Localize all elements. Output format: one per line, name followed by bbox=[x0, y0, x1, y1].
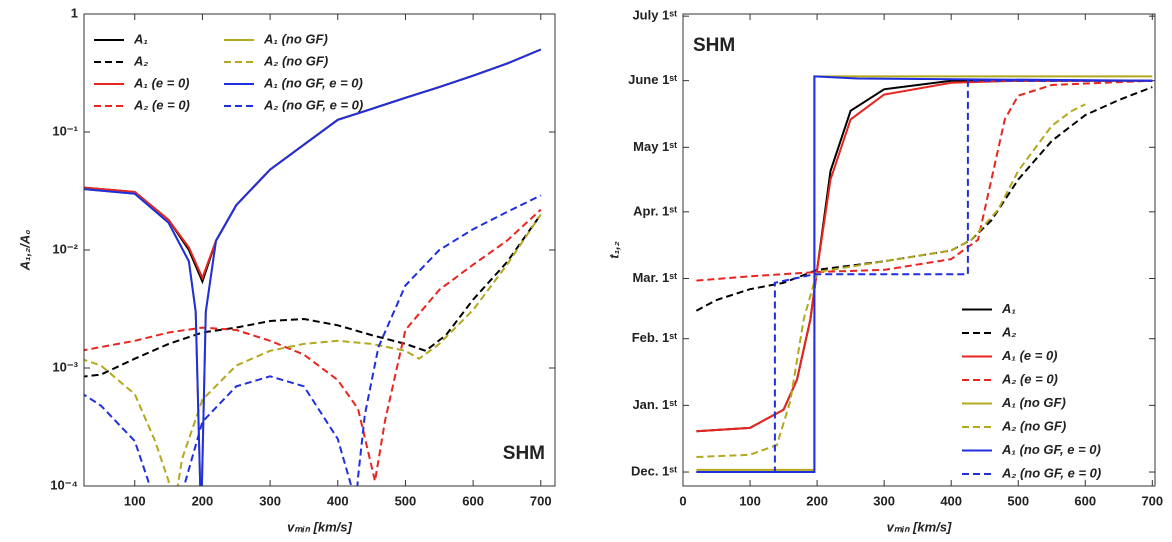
x-tick-label: 500 bbox=[1007, 493, 1029, 508]
x-tick-label: 400 bbox=[940, 493, 962, 508]
legend-label: A₁ bbox=[133, 31, 148, 46]
series-line bbox=[696, 75, 1153, 471]
x-tick-label: 200 bbox=[806, 493, 828, 508]
y-tick-label: June 1ˢᵗ bbox=[628, 72, 677, 87]
series-line bbox=[696, 79, 1153, 473]
series-line bbox=[696, 79, 1153, 282]
x-axis-label: vₘᵢₙ [km/s] bbox=[887, 519, 952, 534]
x-tick-label: 600 bbox=[1074, 493, 1096, 508]
x-tick-label: 600 bbox=[462, 493, 484, 508]
x-tick-label: 300 bbox=[259, 493, 281, 508]
legend-label: A₁ (no GF) bbox=[263, 31, 328, 46]
series-line bbox=[695, 86, 1153, 312]
y-tick-label: Apr. 1ˢᵗ bbox=[633, 203, 677, 218]
legend-label: A₁ bbox=[1001, 301, 1016, 316]
x-tick-label: 200 bbox=[192, 493, 214, 508]
legend-label: A₁ (no GF) bbox=[1001, 395, 1066, 410]
plot-frame bbox=[682, 13, 1156, 487]
annotation: SHM bbox=[503, 443, 545, 464]
legend-label: A₂ (no GF) bbox=[1001, 418, 1066, 433]
legend-label: A₂ (no GF, e = 0) bbox=[1001, 465, 1101, 480]
series-line bbox=[84, 213, 542, 486]
legend-label: A₂ bbox=[1001, 324, 1016, 339]
legend-label: A₁ (e = 0) bbox=[133, 75, 190, 90]
x-tick-label: 0 bbox=[679, 493, 686, 508]
series-line bbox=[696, 103, 1086, 458]
x-tick-label: 400 bbox=[327, 493, 349, 508]
y-tick-label: May 1ˢᵗ bbox=[633, 139, 677, 154]
legend-label: A₂ (no GF) bbox=[263, 53, 328, 68]
legend-label: A₂ (no GF, e = 0) bbox=[263, 97, 363, 112]
y-tick-label: 10⁻¹ bbox=[52, 123, 78, 138]
legend-label: A₂ bbox=[133, 53, 148, 68]
series-line bbox=[696, 79, 1153, 433]
y-tick-label: Jan. 1ˢᵗ bbox=[632, 397, 677, 412]
series-line bbox=[84, 48, 542, 486]
series-line bbox=[84, 213, 542, 378]
series-line bbox=[696, 79, 1153, 433]
y-tick-label: 10⁻⁴ bbox=[50, 477, 78, 492]
x-tick-label: 500 bbox=[395, 493, 417, 508]
legend-label: A₂ (e = 0) bbox=[1001, 371, 1058, 386]
plot-frame bbox=[83, 13, 556, 487]
legend-label: A₂ (e = 0) bbox=[133, 97, 190, 112]
series-line bbox=[84, 208, 542, 482]
y-tick-label: 1 bbox=[71, 5, 78, 20]
x-tick-label: 300 bbox=[873, 493, 895, 508]
y-tick-label: Mar. 1ˢᵗ bbox=[632, 270, 677, 285]
plot-area bbox=[84, 48, 542, 486]
plot-area bbox=[695, 75, 1153, 473]
x-tick-label: 700 bbox=[530, 493, 552, 508]
y-tick-label: Dec. 1ˢᵗ bbox=[631, 463, 677, 478]
y-tick-label: Feb. 1ˢᵗ bbox=[632, 330, 677, 345]
x-tick-label: 100 bbox=[124, 493, 146, 508]
x-tick-label: 100 bbox=[739, 493, 761, 508]
series-line bbox=[84, 194, 542, 486]
legend-label: A₁ (no GF, e = 0) bbox=[1001, 442, 1101, 457]
series-line bbox=[84, 48, 542, 486]
y-tick-label: 10⁻² bbox=[52, 241, 78, 256]
x-axis-label: vₘᵢₙ [km/s] bbox=[287, 519, 352, 534]
x-tick-label: 700 bbox=[1141, 493, 1163, 508]
legend-label: A₁ (no GF, e = 0) bbox=[263, 75, 363, 90]
y-axis-label: A₁,₂/A₀ bbox=[17, 230, 32, 272]
annotation: SHM bbox=[693, 35, 735, 56]
y-axis-label: t₁,₂ bbox=[606, 241, 621, 259]
y-tick-label: July 1ˢᵗ bbox=[632, 8, 677, 23]
y-tick-label: 10⁻³ bbox=[52, 359, 78, 374]
legend-label: A₁ (e = 0) bbox=[1001, 348, 1058, 363]
